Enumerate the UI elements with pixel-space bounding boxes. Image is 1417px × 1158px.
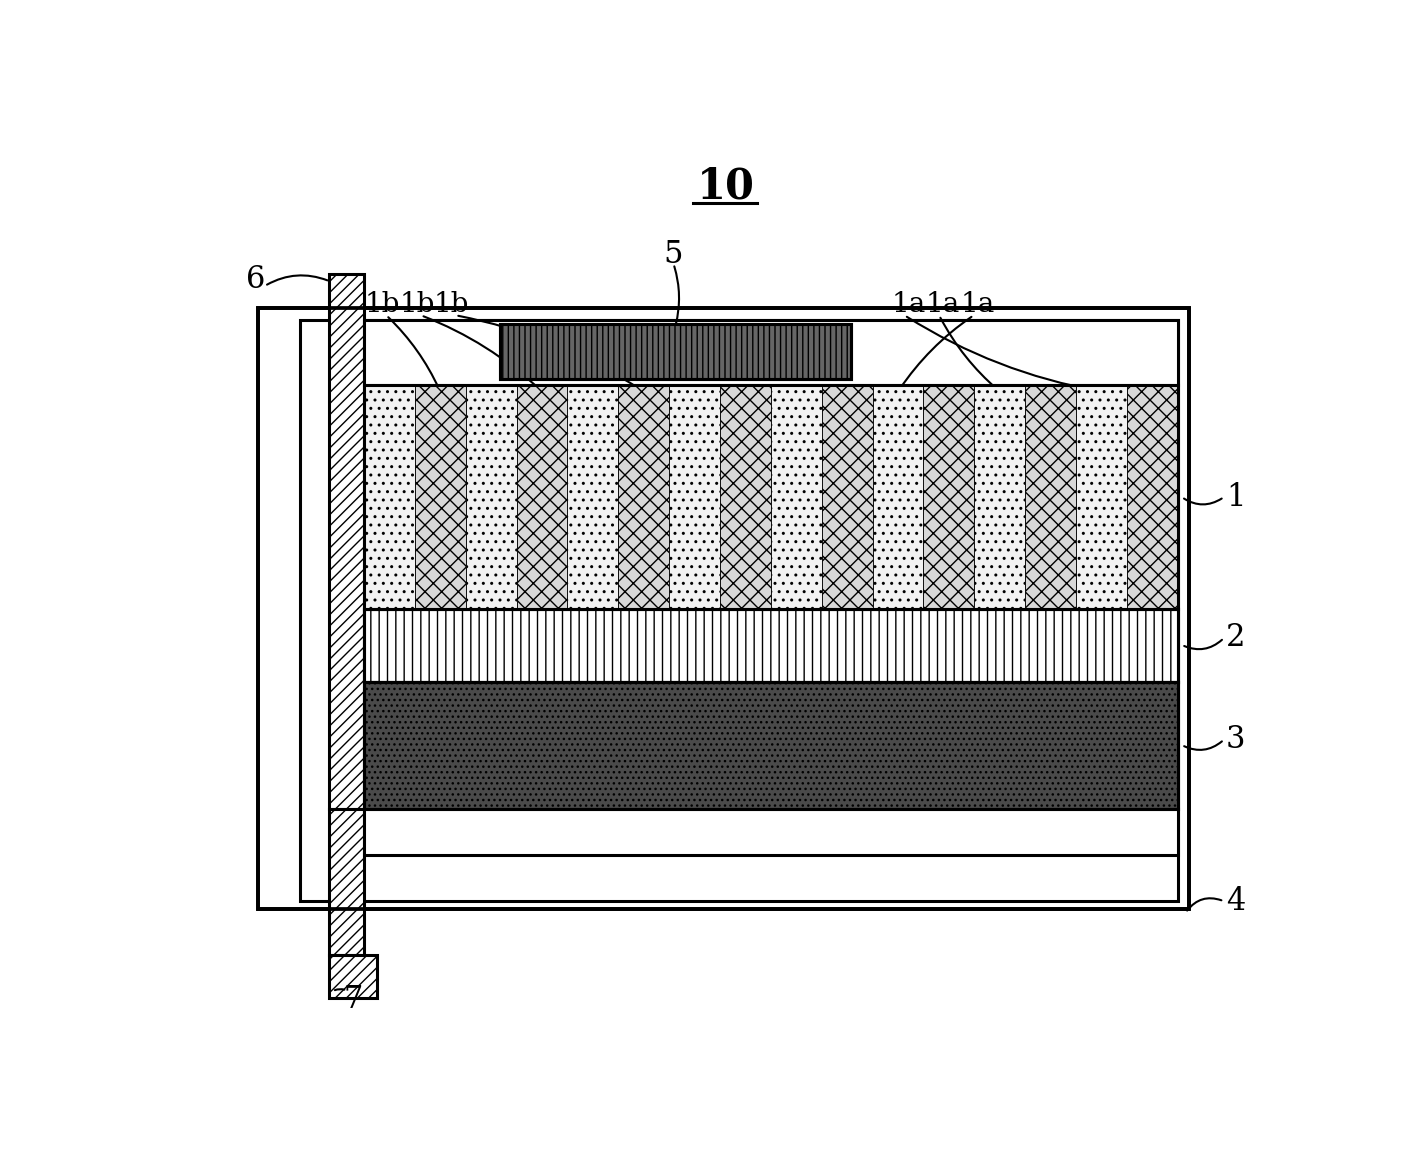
Bar <box>364 386 1178 609</box>
Text: 1a: 1a <box>925 291 961 318</box>
Bar <box>720 386 771 609</box>
Text: 4: 4 <box>1226 886 1246 917</box>
Text: 1b: 1b <box>434 291 469 318</box>
Bar <box>364 320 1178 386</box>
Bar <box>771 386 822 609</box>
Bar <box>258 308 1189 909</box>
Text: 1b: 1b <box>400 291 435 318</box>
Bar <box>1076 386 1127 609</box>
Text: 10: 10 <box>697 166 755 207</box>
Bar <box>1127 386 1178 609</box>
Bar <box>364 808 1178 855</box>
Bar <box>364 386 415 609</box>
Bar <box>364 682 1178 808</box>
Bar <box>415 386 466 609</box>
Bar <box>466 386 517 609</box>
Bar <box>364 609 1178 682</box>
Text: 7: 7 <box>343 984 363 1016</box>
Text: 1a: 1a <box>961 291 995 318</box>
Bar <box>258 308 1189 909</box>
Bar <box>329 808 364 955</box>
Text: 1: 1 <box>1226 482 1246 513</box>
Bar <box>329 273 364 808</box>
Bar <box>924 386 975 609</box>
Bar <box>500 324 850 379</box>
Bar <box>873 386 924 609</box>
Bar <box>1026 386 1076 609</box>
Bar <box>517 386 567 609</box>
Bar <box>567 386 618 609</box>
Text: 2: 2 <box>1226 622 1246 653</box>
Bar <box>364 386 1178 609</box>
Bar <box>618 386 669 609</box>
Bar <box>500 324 850 379</box>
Text: 1b: 1b <box>364 291 400 318</box>
Bar <box>975 386 1026 609</box>
Bar <box>364 682 1178 808</box>
Bar <box>300 320 1178 901</box>
Bar <box>669 386 720 609</box>
Text: 3: 3 <box>1226 724 1246 755</box>
Bar <box>822 386 873 609</box>
Text: 5: 5 <box>663 239 683 270</box>
Bar <box>364 609 1178 682</box>
Text: 1a: 1a <box>891 291 925 318</box>
Bar <box>329 955 377 997</box>
Text: 6: 6 <box>245 264 265 295</box>
